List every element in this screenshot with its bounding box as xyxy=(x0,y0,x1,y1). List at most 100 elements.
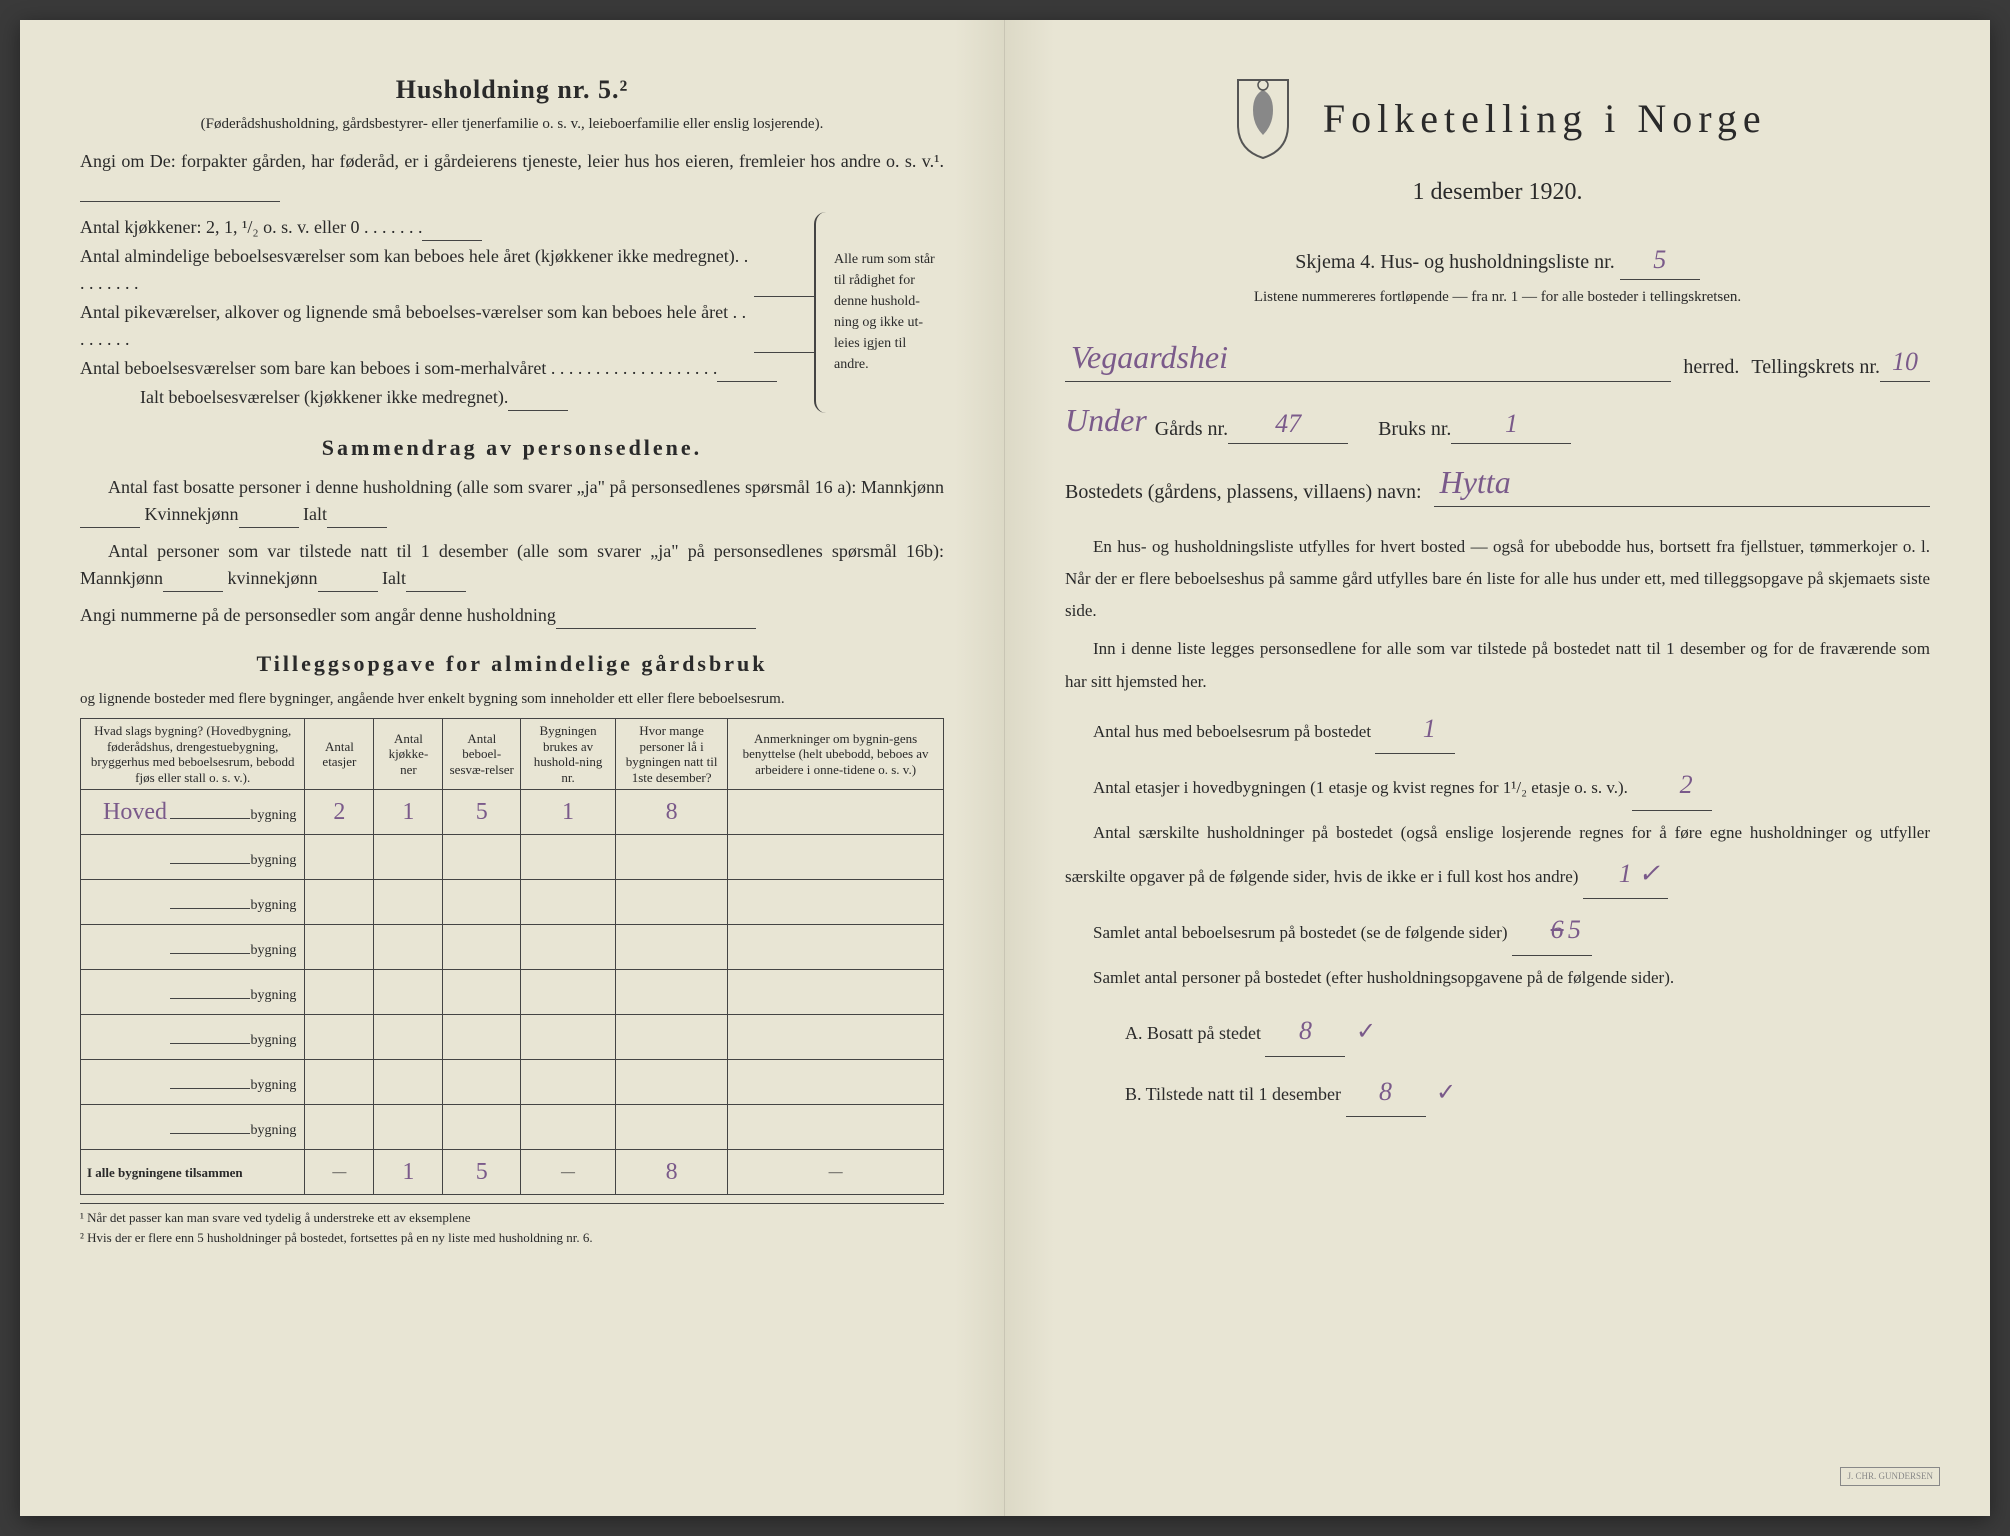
cell-anm xyxy=(728,970,944,1015)
tot-personer: 8 xyxy=(616,1150,728,1195)
gard-row: Under Gårds nr. 47 Bruks nr. 1 xyxy=(1065,396,1930,444)
cell-kjokken xyxy=(374,835,443,880)
herred-row: Vegaardshei herred. Tellingskrets nr. 10 xyxy=(1065,333,1930,382)
th-kjokken: Antal kjøkke-ner xyxy=(374,719,443,790)
body-p1: En hus- og husholdningsliste utfylles fo… xyxy=(1065,531,1930,628)
herred-value: Vegaardshei xyxy=(1071,333,1228,381)
cell-husnr xyxy=(521,835,616,880)
q4-label: Samlet antal beboelsesrum på bostedet (s… xyxy=(1093,923,1507,942)
table-row: bygning xyxy=(81,1015,944,1060)
cell-husnr xyxy=(521,970,616,1015)
qA-value: 8 xyxy=(1265,1006,1345,1056)
rooms2: Antal pikeværelser, alkover og lignende … xyxy=(80,299,754,353)
tot-beboelse: 5 xyxy=(443,1150,521,1195)
tillegg-sub: og lignende bosteder med flere bygninger… xyxy=(80,688,944,711)
tillegg-heading: Tilleggsopgave for almindelige gårdsbruk xyxy=(80,647,944,680)
herred-label: herred. xyxy=(1683,352,1739,382)
cell-kjokken xyxy=(374,1060,443,1105)
cell-personer: 8 xyxy=(616,790,728,835)
rooms-total-blank xyxy=(508,391,568,411)
bosted-row: Bostedets (gårdens, plassens, villaens) … xyxy=(1065,458,1930,507)
cell-anm xyxy=(728,790,944,835)
th-etasjer: Antal etasjer xyxy=(305,719,374,790)
q3-value: 1 ✓ xyxy=(1583,849,1668,899)
cell-anm xyxy=(728,1105,944,1150)
tot-anm: — xyxy=(728,1150,944,1195)
building-table: Hvad slags bygning? (Hovedbygning, føder… xyxy=(80,718,944,1195)
angi-blank xyxy=(80,182,280,202)
angi-intro: Angi om De: forpakter gården, har føderå… xyxy=(80,148,944,202)
s2-m xyxy=(163,572,223,592)
header-block: Folketelling i Norge 1 desember 1920. xyxy=(1065,70,1930,210)
liste-nr: 5 xyxy=(1620,240,1700,280)
household-heading: Husholdning nr. 5.² xyxy=(80,70,944,109)
left-page: Husholdning nr. 5.² (Føderådshusholdning… xyxy=(20,20,1005,1516)
rooms-left: Antal kjøkkener: 2, 1, ¹/₂ o. s. v. elle… xyxy=(80,212,814,413)
sammen2b: kvinnekjønn xyxy=(228,568,318,588)
th-husnr: Bygningen brukes av hushold-ning nr. xyxy=(521,719,616,790)
tot-husnr: — xyxy=(521,1150,616,1195)
cell-personer xyxy=(616,880,728,925)
skjema-line: Skjema 4. Hus- og husholdningsliste nr. … xyxy=(1065,240,1930,280)
brace-note: Alle rum som står til rådighet for denne… xyxy=(814,212,944,413)
cell-beboelse xyxy=(443,1060,521,1105)
cell-personer xyxy=(616,925,728,970)
sammen-row3: Angi nummerne på de personsedler som ang… xyxy=(80,602,944,629)
cell-personer xyxy=(616,1015,728,1060)
sammen-row1: Antal fast bosatte personer i denne hush… xyxy=(80,474,944,528)
household-subtitle: (Føderådshusholdning, gårdsbestyrer- ell… xyxy=(80,113,944,136)
printer-stamp: J. CHR. GUNDERSEN xyxy=(1840,1467,1940,1487)
footnotes: ¹ Når det passer kan man svare ved tydel… xyxy=(80,1203,944,1247)
answer-list: A. Bosatt på stedet 8 ✓ B. Tilstede natt… xyxy=(1065,1006,1930,1117)
kitchen-blank xyxy=(422,221,482,241)
cell-beboelse xyxy=(443,1105,521,1150)
cell-husnr xyxy=(521,1060,616,1105)
q3-label: Antal særskilte husholdninger på bostede… xyxy=(1065,823,1930,886)
table-row: bygning xyxy=(81,925,944,970)
cell-etasjer xyxy=(305,1060,374,1105)
cell-husnr xyxy=(521,1105,616,1150)
total-label: I alle bygningene tilsammen xyxy=(81,1150,305,1195)
answer-a: A. Bosatt på stedet 8 ✓ xyxy=(1125,1006,1930,1056)
q2-value: 2 xyxy=(1632,760,1712,810)
cell-etasjer: 2 xyxy=(305,790,374,835)
cell-anm xyxy=(728,880,944,925)
sammen-row2: Antal personer som var tilstede natt til… xyxy=(80,538,944,592)
cell-etasjer xyxy=(305,970,374,1015)
krets-value: 10 xyxy=(1880,342,1930,382)
kitchen-line: Antal kjøkkener: 2, 1, ¹/₂ o. s. v. elle… xyxy=(80,214,422,241)
coat-of-arms-icon xyxy=(1228,70,1298,168)
cell-name: bygning xyxy=(81,835,305,880)
check-a: ✓ xyxy=(1356,1019,1376,1045)
cell-anm xyxy=(728,1060,944,1105)
skjema-label: Skjema 4. Hus- og husholdningsliste nr. xyxy=(1295,251,1614,273)
cell-name: Hoved bygning xyxy=(81,790,305,835)
sammen1a: Antal fast bosatte personer i denne hush… xyxy=(108,477,944,497)
cell-kjokken: 1 xyxy=(374,790,443,835)
cell-personer xyxy=(616,1060,728,1105)
q5: Samlet antal personer på bostedet (efter… xyxy=(1065,962,1930,994)
gard-value: 47 xyxy=(1228,404,1348,444)
cell-name: bygning xyxy=(81,1015,305,1060)
qA-label: A. Bosatt på stedet xyxy=(1125,1023,1261,1043)
qB-label: B. Tilstede natt til 1 desember xyxy=(1125,1084,1341,1104)
cell-etasjer xyxy=(305,925,374,970)
cell-husnr xyxy=(521,925,616,970)
cell-beboelse xyxy=(443,925,521,970)
cell-name: bygning xyxy=(81,925,305,970)
cell-beboelse xyxy=(443,835,521,880)
th-type: Hvad slags bygning? (Hovedbygning, føder… xyxy=(81,719,305,790)
cell-anm xyxy=(728,835,944,880)
rooms2-blank xyxy=(754,333,814,353)
q2: Antal etasjer i hovedbygningen (1 etasje… xyxy=(1065,760,1930,810)
rooms-total: Ialt beboelsesværelser (kjøkkener ikke m… xyxy=(140,384,508,411)
body-text: En hus- og husholdningsliste utfylles fo… xyxy=(1065,531,1930,1117)
cell-beboelse xyxy=(443,970,521,1015)
footnote-1: ¹ Når det passer kan man svare ved tydel… xyxy=(80,1208,944,1228)
q1-value: 1 xyxy=(1375,704,1455,754)
answer-b: B. Tilstede natt til 1 desember 8 ✓ xyxy=(1125,1067,1930,1117)
cell-beboelse: 5 xyxy=(443,790,521,835)
cell-husnr xyxy=(521,1015,616,1060)
table-total-row: I alle bygningene tilsammen — 1 5 — 8 — xyxy=(81,1150,944,1195)
s2-i xyxy=(406,572,466,592)
